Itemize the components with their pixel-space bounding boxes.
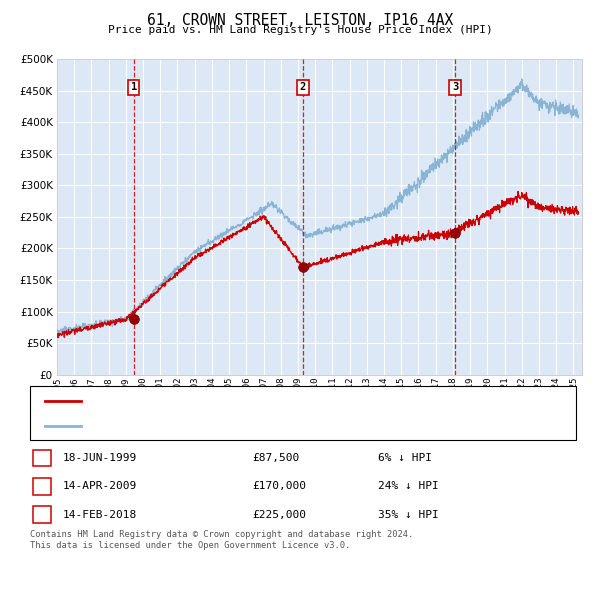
Text: £87,500: £87,500 (252, 453, 299, 463)
Text: 61, CROWN STREET, LEISTON, IP16 4AX: 61, CROWN STREET, LEISTON, IP16 4AX (147, 13, 453, 28)
Text: 2: 2 (299, 83, 306, 93)
Text: £170,000: £170,000 (252, 481, 306, 491)
Text: 1: 1 (38, 453, 46, 463)
Text: 61, CROWN STREET, LEISTON, IP16 4AX (detached house): 61, CROWN STREET, LEISTON, IP16 4AX (det… (90, 396, 402, 407)
Text: £225,000: £225,000 (252, 510, 306, 520)
Text: 6% ↓ HPI: 6% ↓ HPI (378, 453, 432, 463)
Text: 3: 3 (38, 510, 46, 520)
Text: 35% ↓ HPI: 35% ↓ HPI (378, 510, 439, 520)
Text: 2: 2 (38, 481, 46, 491)
Text: 14-APR-2009: 14-APR-2009 (63, 481, 137, 491)
Text: 24% ↓ HPI: 24% ↓ HPI (378, 481, 439, 491)
Text: 14-FEB-2018: 14-FEB-2018 (63, 510, 137, 520)
Text: HPI: Average price, detached house, East Suffolk: HPI: Average price, detached house, East… (90, 421, 378, 431)
Text: 3: 3 (452, 83, 458, 93)
Text: 18-JUN-1999: 18-JUN-1999 (63, 453, 137, 463)
Text: Contains HM Land Registry data © Crown copyright and database right 2024.
This d: Contains HM Land Registry data © Crown c… (30, 530, 413, 550)
Text: 1: 1 (131, 83, 137, 93)
Text: Price paid vs. HM Land Registry's House Price Index (HPI): Price paid vs. HM Land Registry's House … (107, 25, 493, 35)
